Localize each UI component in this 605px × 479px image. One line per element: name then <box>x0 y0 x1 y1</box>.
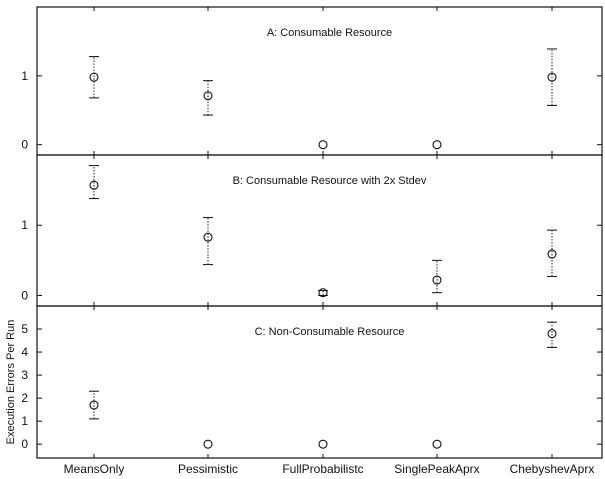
y-tick-label: 3 <box>21 368 28 382</box>
data-point <box>89 180 99 190</box>
y-tick-label: 2 <box>21 391 28 405</box>
x-axis: MeansOnly Pessimistic FullProbabilistc Sing… <box>64 462 595 476</box>
y-tick-label: 1 <box>21 218 28 232</box>
data-point <box>318 140 328 150</box>
data-point <box>89 72 99 82</box>
data-point <box>547 249 557 259</box>
panel-b: B: Consumable Resource with 2x Stdev 0 1 <box>21 154 603 307</box>
panel-a: A: Consumable Resource 0 1 <box>21 6 603 156</box>
panel-title: B: Consumable Resource with 2x Stdev <box>233 175 427 187</box>
data-point <box>432 140 442 150</box>
data-point <box>432 439 442 449</box>
y-tick-label: 1 <box>21 414 28 428</box>
x-tick-label: Pessimistic <box>178 462 238 476</box>
x-tick-label: ChebyshevAprx <box>510 462 595 476</box>
y-tick-label: 0 <box>21 288 28 302</box>
x-tick-label: SinglePeakAprx <box>394 462 479 476</box>
y-tick-label: 0 <box>21 437 28 451</box>
y-tick-label: 0 <box>21 138 28 152</box>
y-axis-label: Execution Errors Per Run <box>5 320 17 445</box>
data-point <box>203 91 213 101</box>
panel-title: A: Consumable Resource <box>267 27 392 39</box>
data-point <box>318 439 328 449</box>
y-tick-label: 1 <box>21 69 28 83</box>
y-tick-label: 4 <box>21 345 28 359</box>
data-point <box>89 400 99 410</box>
data-point <box>318 288 328 298</box>
data-point <box>432 275 442 285</box>
data-point <box>203 439 213 449</box>
panel-title: C: Non-Consumable Resource <box>255 326 405 338</box>
y-tick-label: 5 <box>21 322 28 336</box>
x-tick-label: FullProbabilistc <box>282 462 363 476</box>
x-tick-label: MeansOnly <box>64 462 125 476</box>
data-point <box>203 232 213 242</box>
panel-frame <box>36 305 603 459</box>
data-point <box>547 329 557 339</box>
data-point <box>547 72 557 82</box>
panel-c: C: Non-Consumable Resource 0 1 2 3 4 5 <box>21 305 603 459</box>
